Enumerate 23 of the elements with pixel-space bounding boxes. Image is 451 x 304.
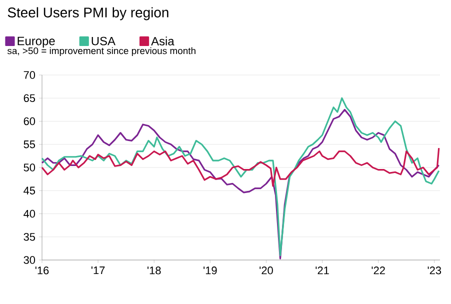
x-tick-label: '18 (148, 266, 161, 274)
x-tick-label: '17 (91, 266, 105, 274)
chart-subtitle: sa, >50 = improvement since previous month (7, 47, 196, 56)
y-tick-label: 55 (24, 140, 36, 148)
legend-label: USA (92, 36, 116, 46)
y-tick-label: 50 (24, 164, 36, 172)
line-series (41, 147, 440, 187)
x-tick-label: '20 (260, 266, 273, 274)
y-tick-label: 65 (24, 94, 36, 102)
x-tick-label: '16 (35, 266, 49, 274)
x-tick-label: '21 (316, 266, 329, 274)
y-tick-label: 35 (24, 233, 36, 241)
y-tick-label: 60 (24, 117, 36, 126)
x-tick-label: '22 (372, 266, 385, 274)
y-tick-label: 30 (24, 256, 36, 264)
x-tick-label: '23 (428, 266, 442, 274)
legend-label: Asia (151, 36, 174, 46)
y-tick-label: 40 (24, 210, 36, 218)
y-tick-label: 70 (24, 71, 36, 79)
x-tick-label: '19 (204, 266, 217, 274)
legend-label: Europe (18, 36, 55, 48)
chart-title: Steel Users PMI by region (8, 7, 168, 20)
y-tick-label: 45 (24, 186, 36, 194)
